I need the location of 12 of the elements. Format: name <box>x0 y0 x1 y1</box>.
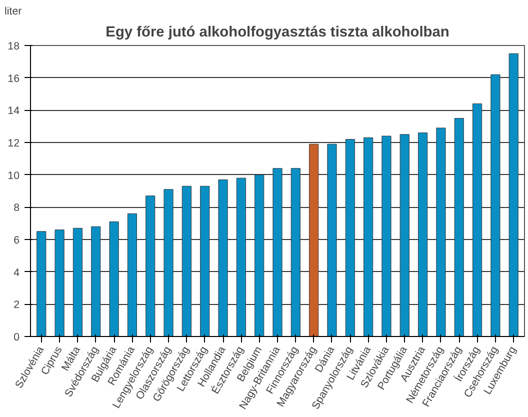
y-tick-label: 10 <box>8 170 20 182</box>
y-axis-title: liter <box>4 6 22 18</box>
y-tick-label: 4 <box>14 266 20 279</box>
y-tick-label: 2 <box>14 299 20 312</box>
y-tick-label: 0 <box>14 332 20 344</box>
chart-title: Egy főre jutó alkoholfogyasztás tiszta alkoholban <box>106 24 450 40</box>
y-tick-label: 6 <box>14 234 20 246</box>
y-tick-label: 16 <box>8 72 20 85</box>
y-tick-label: 8 <box>14 202 20 214</box>
y-tick-label: 14 <box>8 105 20 118</box>
y-tick-label: 18 <box>8 40 20 52</box>
y-tick-label: 12 <box>8 138 20 150</box>
